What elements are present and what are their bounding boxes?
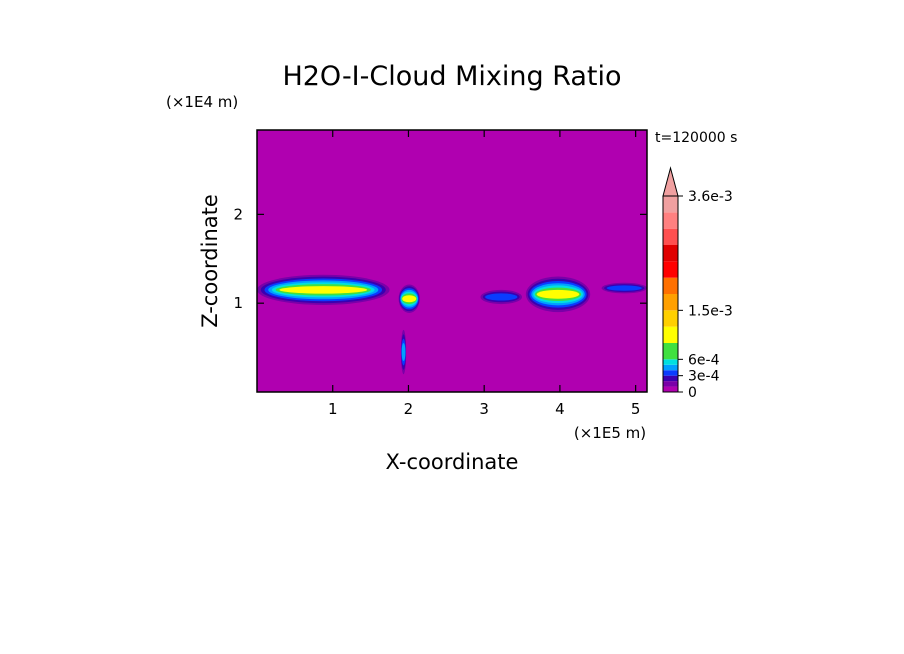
colorbar-segment: [663, 359, 678, 365]
y-axis-title: Z-coordinate: [198, 194, 222, 328]
colorbar-segment: [663, 343, 678, 360]
y-unit-label: (×1E4 m): [166, 93, 238, 111]
x-tick-label: 5: [631, 400, 641, 418]
contour-level: [401, 343, 406, 361]
colorbar-label: 1.5e-3: [688, 303, 733, 319]
colorbar-frame: [662, 195, 679, 393]
colorbar-segment: [663, 364, 678, 371]
colorbar-label: 6e-4: [688, 352, 720, 368]
colorbar-segment: [663, 245, 678, 262]
cloud-contours: [257, 274, 647, 375]
colorbar-segment: [663, 196, 678, 213]
y-tick-label: 2: [233, 205, 243, 223]
colorbar-segment: [663, 261, 678, 278]
colorbar-label: 0: [688, 385, 697, 401]
colorbar-segment: [663, 381, 678, 387]
colorbar-segment: [663, 212, 678, 229]
colorbar-segment: [663, 277, 678, 294]
colorbar-label: 3e-4: [688, 369, 720, 385]
contour-level: [536, 289, 580, 299]
x-tick-label: 1: [328, 400, 338, 418]
cloud-streak-2: [400, 329, 407, 375]
plot-frame: [256, 129, 648, 393]
cloud-patch-east: [601, 282, 647, 294]
cloud-patch-4: [525, 276, 591, 313]
colorbar-extend-arrow: [662, 166, 679, 197]
cloud-patch-3: [480, 289, 523, 305]
y-axis: 12: [233, 205, 647, 312]
contour-level: [485, 293, 518, 301]
colorbar-segment: [663, 375, 678, 382]
colorbar-segment: [663, 310, 678, 327]
colorbar: 03e-46e-4 1.5e-3 3.6e-3: [662, 166, 733, 401]
x-unit-label: (×1E5 m): [574, 424, 646, 442]
x-axis-title: X-coordinate: [386, 450, 519, 474]
colorbar-segment: [663, 386, 678, 392]
chart-title: H2O-I-Cloud Mixing Ratio: [282, 61, 621, 92]
x-tick-label: 2: [404, 400, 414, 418]
cloud-column-2: [398, 284, 420, 313]
x-axis: 1 2 3 4 5: [328, 130, 640, 418]
x-tick-label: 3: [479, 400, 489, 418]
colorbar-segment: [663, 228, 678, 245]
plot-area: [257, 130, 647, 392]
colorbar-segment: [663, 370, 678, 376]
contour-level: [279, 286, 368, 294]
colorbar-label: 3.6e-3: [688, 189, 733, 205]
y-tick-label: 1: [233, 294, 243, 312]
contour-level: [402, 295, 417, 303]
colorbar-segment: [663, 294, 678, 311]
contour-level: [606, 285, 642, 291]
time-label: t=120000 s: [655, 130, 737, 146]
colorbar-segment: [663, 326, 678, 343]
x-tick-label: 4: [555, 400, 565, 418]
cloud-band-west: [257, 274, 390, 305]
